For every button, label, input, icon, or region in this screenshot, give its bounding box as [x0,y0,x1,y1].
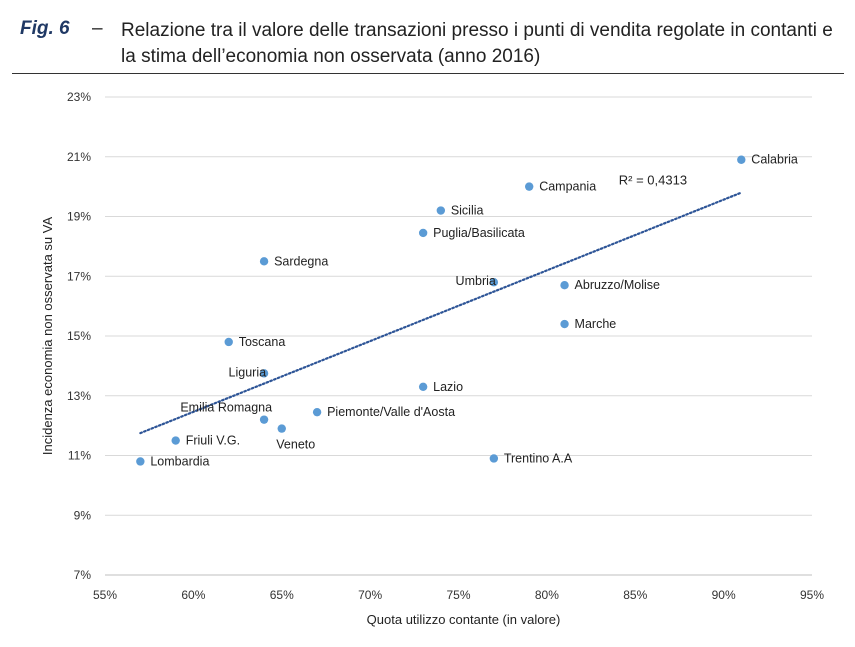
data-point [136,457,145,466]
point-label: Lazio [433,380,463,394]
y-axis-label: Incidenza economia non osservata su VA [40,217,55,456]
x-axis-label: Quota utilizzo contante (in valore) [367,612,561,627]
grid-lines [105,96,812,516]
data-point [259,369,269,378]
data-points [136,155,746,466]
figure-caption: Fig. 6 – Relazione tra il valore delle t… [0,14,855,74]
data-point [489,278,499,287]
data-point [525,182,534,191]
y-tick-label: 9% [74,508,92,522]
x-tick-label: 85% [623,588,647,602]
y-tick-label: 21% [67,150,91,164]
data-point [259,415,269,424]
point-label: Piemonte/Valle d'Aosta [327,405,455,419]
y-tick-label: 7% [74,568,92,582]
data-point [737,155,746,164]
point-label: Marche [575,317,617,331]
figure-title: Relazione tra il valore delle transazion… [121,20,833,67]
scatter-chart: 7% 9% 11% 13% 15% 17% 19% 21% 23% 55% 60% 65% 70% 75%… [40,90,824,627]
point-label: Trentino A.A [504,451,573,465]
data-point [418,382,428,391]
x-tick-label: 95% [800,588,824,602]
point-label: Umbria [456,274,496,288]
point-label: Sicilia [451,204,484,218]
data-point [489,454,499,463]
y-tick-label: 17% [67,269,91,283]
y-tick-label: 15% [67,329,91,343]
data-point [277,424,286,433]
y-tick-label: 11% [68,449,91,463]
axes: 7% 9% 11% 13% 15% 17% 19% 21% 23% 55% 60% 65% 70% 75%… [67,90,824,602]
y-tick-label: 23% [67,90,91,104]
y-tick-label: 13% [67,389,91,403]
data-point [436,206,446,215]
figure-label: Fig. 6 [20,18,70,39]
x-tick-label: 75% [446,588,470,602]
data-point [259,257,269,266]
point-label: Puglia/Basilicata [433,226,525,240]
trendline [139,191,743,435]
x-tick-label: 55% [93,588,117,602]
title-rule [12,73,844,74]
data-point [312,407,322,417]
trendline-layer [139,191,743,435]
y-tick-label: 19% [67,210,91,224]
point-label: Calabria [751,153,798,167]
x-tick-label: 90% [712,588,736,602]
x-tick-label: 70% [358,588,382,602]
point-label: Campania [539,180,596,194]
point-label: Lombardia [150,454,209,468]
data-point [418,228,428,238]
data-point [224,337,233,347]
data-point [560,319,569,329]
point-label: Liguria [229,365,267,379]
data-point [560,281,569,290]
r-squared-annotation: R² = 0,4313 [619,173,687,188]
point-labels: Calabria Campania Sicilia Puglia/Basilicata… [150,153,798,469]
point-label: Veneto [276,438,315,452]
data-point [171,436,180,445]
point-label: Friuli V.G. [186,434,240,448]
point-label: Emilia Romagna [180,401,272,415]
x-tick-label: 65% [270,588,294,602]
x-tick-label: 80% [535,588,559,602]
figure-dash: – [92,18,103,39]
x-tick-label: 60% [181,588,205,602]
point-label: Toscana [239,335,286,349]
point-label: Abruzzo/Molise [575,278,660,292]
point-label: Sardegna [274,254,328,268]
